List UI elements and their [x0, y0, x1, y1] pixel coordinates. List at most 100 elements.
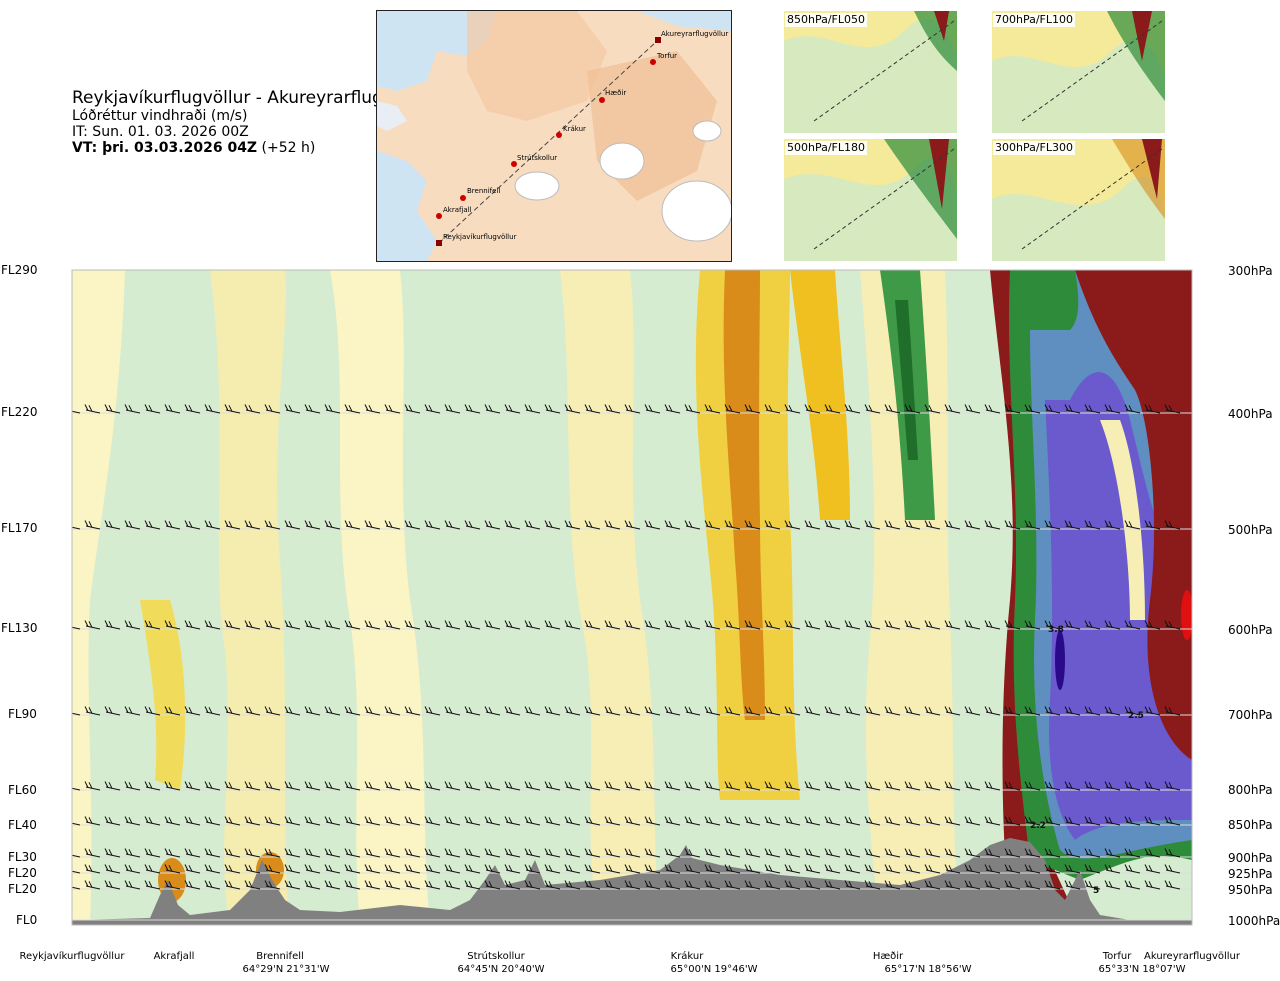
wind-barb	[304, 520, 321, 530]
wind-barb	[784, 816, 801, 826]
wind-barb	[1004, 520, 1021, 530]
wind-barb	[664, 781, 681, 791]
wind-barb	[564, 706, 581, 716]
wind-barb	[337, 270, 340, 271]
wind-barb	[924, 404, 941, 414]
wind-barb	[517, 270, 520, 271]
location-strutskollur-coord: 64°45'N 20°40'W	[457, 964, 545, 975]
wind-barb	[584, 620, 601, 630]
wind-barb	[97, 270, 100, 271]
vertical-wind-field: 3.8 2.5 2.2 5	[45, 262, 1192, 925]
wind-barb	[664, 706, 681, 716]
wind-barb	[424, 520, 441, 530]
wind-barb	[724, 781, 741, 791]
wind-barb	[564, 848, 581, 858]
wind-barb	[324, 404, 341, 414]
wind-barb	[764, 620, 781, 630]
wind-barb	[984, 848, 1001, 858]
wind-barb	[217, 270, 220, 271]
wind-barb	[904, 404, 921, 414]
wind-barb	[124, 816, 141, 826]
wind-barb	[224, 706, 241, 716]
wind-barb	[744, 620, 761, 630]
wind-barb	[404, 864, 421, 874]
wind-barb	[1084, 706, 1101, 716]
wind-barb	[244, 404, 261, 414]
wind-barb	[484, 864, 501, 874]
wind-barb	[264, 880, 281, 890]
wind-barb	[1024, 880, 1041, 890]
wind-barb	[364, 880, 381, 890]
wind-barb	[1124, 520, 1141, 530]
wind-barb	[1104, 848, 1121, 858]
wind-barb	[157, 270, 160, 271]
wind-barb	[984, 404, 1001, 414]
wind-barb	[404, 848, 421, 858]
wind-barb	[184, 404, 201, 414]
wind-barb	[72, 712, 81, 716]
wind-barb	[384, 864, 401, 874]
wind-barb	[45, 262, 60, 270]
wind-barb	[824, 816, 841, 826]
wind-barb	[537, 270, 540, 271]
location-haedir: Hæðir	[872, 951, 904, 962]
wind-barb	[1084, 880, 1101, 890]
wind-barb	[1144, 816, 1161, 826]
wind-barb	[464, 781, 481, 791]
wind-barb	[604, 620, 621, 630]
wind-barb	[164, 706, 181, 716]
wind-barb	[324, 848, 341, 858]
wind-barb	[684, 620, 701, 630]
wind-barb	[884, 706, 901, 716]
wind-barb	[1004, 706, 1021, 716]
wind-barb	[544, 864, 561, 874]
hpa-label-950: 950hPa	[1228, 883, 1273, 897]
location-brennifell: Brennifell	[256, 951, 304, 962]
wind-barb	[744, 404, 761, 414]
wind-barb	[1144, 864, 1161, 874]
wind-barb	[424, 706, 441, 716]
wind-barb	[1004, 816, 1021, 826]
wind-barb	[964, 864, 981, 874]
wind-barb	[1164, 404, 1181, 414]
wind-barb	[424, 864, 441, 874]
wind-barb	[757, 270, 760, 271]
map-point-reykjavik	[436, 240, 442, 246]
map-points	[436, 37, 661, 246]
fl-label-800: FL60	[8, 783, 37, 797]
wind-barb	[364, 706, 381, 716]
wind-barb	[444, 404, 461, 414]
wind-barb	[464, 864, 481, 874]
wind-barb	[584, 880, 601, 890]
wind-barb	[924, 864, 941, 874]
wind-barb	[884, 816, 901, 826]
wind-barb	[637, 270, 640, 271]
band-strong-up-torfur	[1045, 372, 1192, 840]
location-haedir-coord: 65°17'N 18°56'W	[884, 964, 972, 975]
location-torfur-coord: 65°33'N 18°07'W	[1098, 964, 1186, 975]
wind-barb	[324, 816, 341, 826]
wind-barb	[784, 781, 801, 791]
wind-barb	[944, 404, 961, 414]
wind-barb	[444, 880, 461, 890]
wind-barb	[924, 816, 941, 826]
wind-barb	[624, 404, 641, 414]
wind-barb	[104, 816, 121, 826]
wind-barb	[184, 880, 201, 890]
wind-barb	[644, 404, 661, 414]
wind-barb	[1104, 520, 1121, 530]
wind-barb	[1044, 620, 1061, 630]
wind-barb	[264, 404, 281, 414]
fl-label-600: FL130	[1, 621, 38, 635]
wind-barb	[564, 816, 581, 826]
wind-barb	[724, 404, 741, 414]
wind-barb	[964, 880, 981, 890]
wind-barb	[957, 270, 960, 271]
wind-barb	[1064, 404, 1081, 414]
wind-barb	[184, 620, 201, 630]
wind-barb	[304, 404, 321, 414]
wind-barb	[1064, 848, 1081, 858]
wind-barb	[644, 706, 661, 716]
wind-barb	[1084, 848, 1101, 858]
wind-barb	[664, 848, 681, 858]
